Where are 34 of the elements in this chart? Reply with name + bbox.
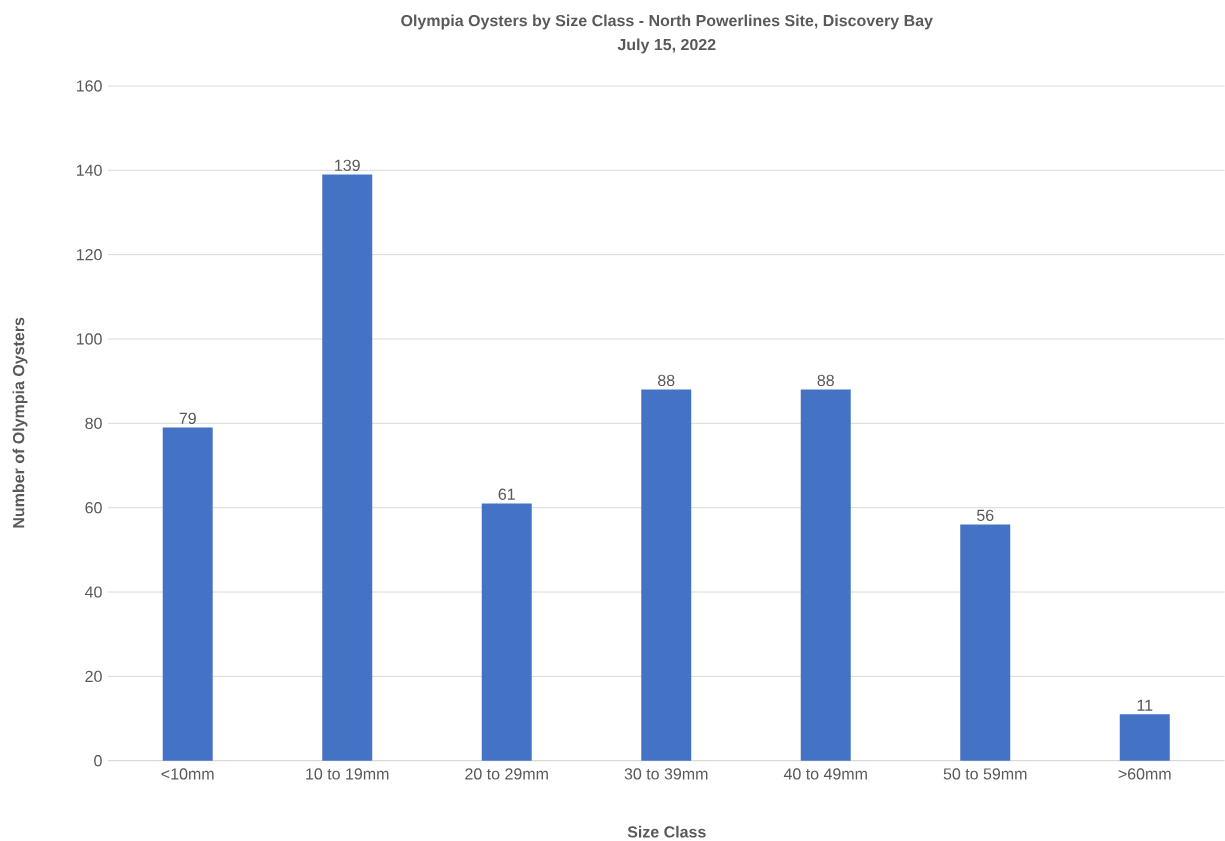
y-tick-label: 80 xyxy=(85,417,102,430)
y-tick-label: 0 xyxy=(94,755,102,767)
bar xyxy=(481,503,532,761)
x-tick-label: 30 to 39mm xyxy=(624,768,708,780)
bar xyxy=(322,174,373,761)
data-label: 88 xyxy=(658,374,675,387)
x-tick-label: >60mm xyxy=(1118,768,1171,780)
y-tick-label: 40 xyxy=(85,586,102,598)
bar xyxy=(800,389,851,761)
y-tick-label: 60 xyxy=(85,502,102,514)
y-tick-label: 160 xyxy=(76,80,102,92)
data-label: 79 xyxy=(179,412,196,425)
bar xyxy=(1119,714,1170,761)
x-tick-label: 50 to 59mm xyxy=(943,768,1027,780)
y-tick-label: 120 xyxy=(76,249,102,261)
x-tick-label: <10mm xyxy=(161,768,214,780)
y-tick-label: 140 xyxy=(76,164,102,177)
data-label: 88 xyxy=(817,374,834,387)
chart-title: Olympia Oysters by Size Class - North Powerlines Site, Discovery Bay xyxy=(401,14,933,30)
y-tick-label: 20 xyxy=(85,670,102,683)
data-label: 139 xyxy=(335,159,360,172)
bar xyxy=(960,524,1011,761)
bar xyxy=(641,389,692,761)
x-axis-title: Size Class xyxy=(627,825,706,838)
x-tick-label: 10 to 19mm xyxy=(306,768,389,780)
data-label: 61 xyxy=(498,488,515,500)
bar xyxy=(162,427,213,761)
x-tick-label: 40 to 49mm xyxy=(783,768,867,780)
data-label: 11 xyxy=(1137,699,1153,711)
y-tick-label: 100 xyxy=(76,333,102,345)
chart-subtitle: July 15, 2022 xyxy=(617,38,716,54)
x-tick-label: 20 to 29mm xyxy=(465,768,548,780)
data-label: 56 xyxy=(977,509,994,522)
y-axis-title: Number of Olympia Oysters xyxy=(12,317,28,528)
